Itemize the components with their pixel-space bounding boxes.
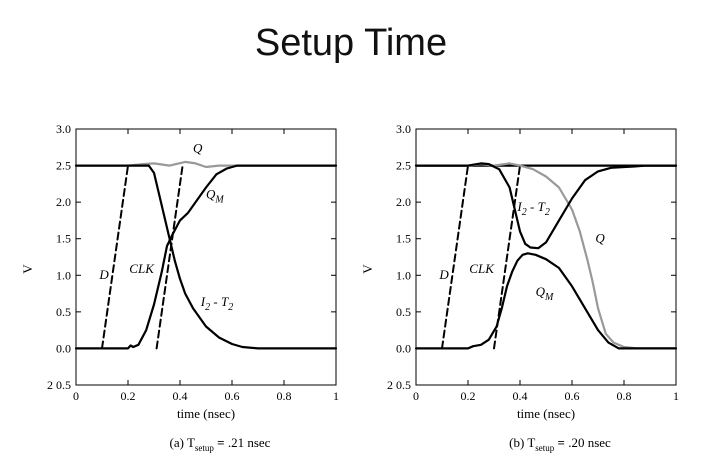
- x-tick-label: 0.4: [513, 389, 528, 403]
- y-tick-label: 2.0: [396, 195, 411, 209]
- curve-label: QM: [206, 186, 224, 205]
- series-line: [155, 164, 184, 350]
- curve-label: CLK: [469, 261, 495, 276]
- curve-label: I2 - T2: [200, 294, 233, 313]
- curve-label: D: [438, 267, 449, 282]
- curve-label: QM: [536, 284, 554, 303]
- series-line: [74, 164, 338, 350]
- y-tick-label: 0.5: [396, 305, 411, 319]
- x-tick-label: 1: [333, 389, 339, 403]
- curve-label: CLK: [129, 261, 155, 276]
- y-tick-label: 3.0: [396, 122, 411, 136]
- x-tick-label: 0.2: [121, 389, 136, 403]
- series-line: [414, 252, 678, 350]
- y-tick-label: 2.5: [56, 159, 71, 173]
- x-tick-label: 0.6: [225, 389, 240, 403]
- series-line: [441, 164, 469, 350]
- y-tick-label: 0.0: [396, 341, 411, 355]
- page-title: Setup Time: [254, 22, 448, 64]
- y-tick-label: 1.5: [56, 232, 71, 246]
- x-tick-label: 0: [413, 389, 419, 403]
- y-axis-label: V: [360, 264, 375, 274]
- curve-label: Q: [595, 230, 605, 245]
- x-tick-label: 0.8: [617, 389, 632, 403]
- y-tick-label: 1.5: [396, 232, 411, 246]
- y-tick-label: 2 0.5: [47, 378, 71, 392]
- x-tick-label: 0.8: [277, 389, 292, 403]
- curve-label: D: [98, 267, 109, 282]
- x-tick-label: 1: [673, 389, 679, 403]
- y-tick-label: 1.0: [56, 268, 71, 282]
- y-tick-label: 3.0: [56, 122, 71, 136]
- y-tick-label: 2.5: [396, 159, 411, 173]
- curve-label: Q: [193, 140, 203, 155]
- y-tick-label: 2.0: [56, 195, 71, 209]
- series-line: [101, 164, 129, 350]
- plot-frame: [75, 128, 337, 386]
- x-tick-label: 0.2: [461, 389, 476, 403]
- plot-frame: [415, 128, 677, 386]
- curve-label: I2 - T2: [516, 199, 549, 218]
- y-tick-label: 2 0.5: [387, 378, 411, 392]
- series-line: [414, 162, 678, 250]
- x-tick-label: 0.6: [565, 389, 580, 403]
- chart-panel-b: 2 0.5 0.0 0.5 1.0 1.5 2.0 2.5 3.0 0 0.2 0.4 0.6 0.8 1…: [360, 122, 679, 453]
- series-line: [493, 164, 521, 350]
- x-tick-label: 0: [73, 389, 79, 403]
- chart-caption: (a) Tsetup = .21 nsec: [170, 435, 271, 453]
- y-tick-label: 0.0: [56, 341, 71, 355]
- x-tick-label: 0.4: [173, 389, 188, 403]
- x-axis-label: time (nsec): [517, 406, 575, 421]
- y-tick-label: 1.0: [396, 268, 411, 282]
- y-tick-label: 0.5: [56, 305, 71, 319]
- y-axis-label: V: [20, 264, 35, 274]
- chart-caption: (b) Tsetup = .20 nsec: [509, 435, 611, 453]
- chart-panel-a: 2 0.5 0.0 0.5 1.0 1.5 2.0 2.5 3.0 0 0.2 0.4 0.6 0.8 1…: [20, 122, 339, 453]
- x-axis-label: time (nsec): [177, 406, 235, 421]
